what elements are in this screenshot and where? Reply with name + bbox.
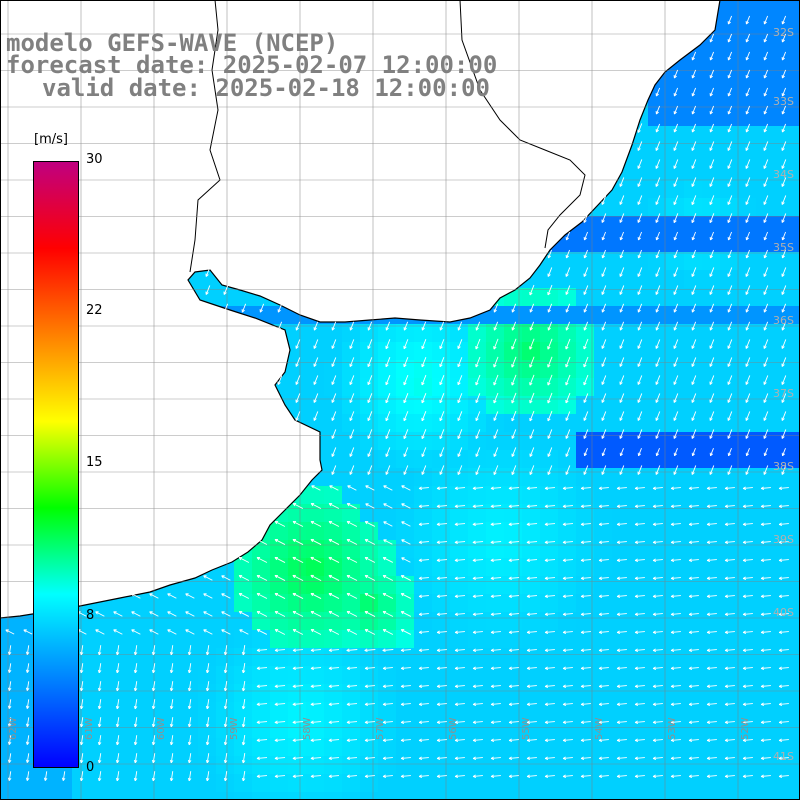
lon-label-56w: 56W bbox=[448, 717, 459, 740]
lat-label-39s: 39S bbox=[773, 533, 794, 546]
lon-label-62w: 62W bbox=[8, 717, 19, 740]
colorbar-tick-22: 22 bbox=[86, 303, 103, 318]
lat-label-35s: 35S bbox=[773, 241, 794, 254]
lon-label-55w: 55W bbox=[521, 717, 532, 740]
map-title-valid-date: valid date: 2025-02-18 12:00:00 bbox=[42, 74, 490, 102]
map-title-model: modelo GEFS-WAVE (NCEP) bbox=[6, 29, 339, 57]
lon-label-57w: 57W bbox=[375, 717, 386, 740]
land-area bbox=[0, 0, 800, 618]
lat-label-37s: 37S bbox=[773, 387, 794, 400]
lon-label-53w: 53W bbox=[667, 717, 678, 740]
lon-label-60w: 60W bbox=[156, 717, 167, 740]
lat-label-41s: 41S bbox=[773, 750, 794, 763]
lon-label-59w: 59W bbox=[229, 717, 240, 740]
border-line bbox=[189, 0, 221, 273]
lon-label-58w: 58W bbox=[302, 717, 313, 740]
lon-label-52w: 52W bbox=[740, 717, 751, 740]
lat-label-34s: 34S bbox=[773, 168, 794, 181]
lat-label-32s: 32S bbox=[773, 26, 794, 39]
colorbar-tick-0: 0 bbox=[86, 760, 95, 775]
map-title-forecast-date: forecast date: 2025-02-07 12:00:00 bbox=[6, 51, 498, 79]
wind-arrows bbox=[5, 15, 789, 782]
colorbar bbox=[33, 161, 79, 768]
lon-label-54w: 54W bbox=[594, 717, 605, 740]
lat-label-40s: 40S bbox=[773, 606, 794, 619]
colorbar-tick-8: 8 bbox=[86, 608, 95, 623]
lat-label-33s: 33S bbox=[773, 95, 794, 108]
colorbar-tick-30: 30 bbox=[86, 152, 103, 167]
lat-label-38s: 38S bbox=[773, 460, 794, 473]
colorbar-tick-15: 15 bbox=[86, 455, 103, 470]
colorbar-unit: [m/s] bbox=[34, 132, 68, 147]
border-line-uruguay bbox=[459, 0, 586, 249]
lat-label-36s: 36S bbox=[773, 314, 794, 327]
coastline bbox=[0, 0, 721, 619]
lon-label-61w: 61W bbox=[84, 717, 95, 740]
